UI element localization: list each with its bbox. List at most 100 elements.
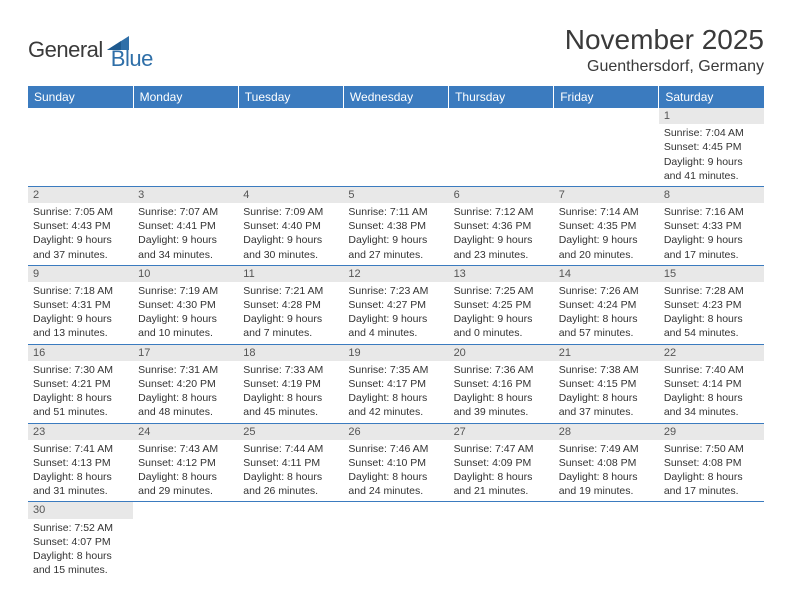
day-number: 10 <box>133 266 238 282</box>
weekday-header: Wednesday <box>343 86 448 108</box>
logo-text-general: General <box>28 37 103 63</box>
calendar-page: General Blue November 2025 Guenthersdorf… <box>0 0 792 604</box>
day-details: Sunrise: 7:23 AMSunset: 4:27 PMDaylight:… <box>343 282 448 344</box>
calendar-day-cell: 29Sunrise: 7:50 AMSunset: 4:08 PMDayligh… <box>659 423 764 502</box>
day-number: 8 <box>659 187 764 203</box>
day-number: 28 <box>554 424 659 440</box>
day-details: Sunrise: 7:09 AMSunset: 4:40 PMDaylight:… <box>238 203 343 265</box>
calendar-day-cell: 26Sunrise: 7:46 AMSunset: 4:10 PMDayligh… <box>343 423 448 502</box>
calendar-day-cell: 1Sunrise: 7:04 AMSunset: 4:45 PMDaylight… <box>659 108 764 186</box>
calendar-day-cell: 7Sunrise: 7:14 AMSunset: 4:35 PMDaylight… <box>554 186 659 265</box>
calendar-empty-cell <box>133 502 238 580</box>
weekday-header: Tuesday <box>238 86 343 108</box>
calendar-day-cell: 24Sunrise: 7:43 AMSunset: 4:12 PMDayligh… <box>133 423 238 502</box>
day-number: 16 <box>28 345 133 361</box>
calendar-table: SundayMondayTuesdayWednesdayThursdayFrid… <box>28 86 764 580</box>
day-details: Sunrise: 7:11 AMSunset: 4:38 PMDaylight:… <box>343 203 448 265</box>
logo-text-blue: Blue <box>111 46 153 72</box>
weekday-header: Saturday <box>659 86 764 108</box>
day-number: 5 <box>343 187 448 203</box>
day-details: Sunrise: 7:40 AMSunset: 4:14 PMDaylight:… <box>659 361 764 423</box>
day-details: Sunrise: 7:12 AMSunset: 4:36 PMDaylight:… <box>449 203 554 265</box>
day-details: Sunrise: 7:36 AMSunset: 4:16 PMDaylight:… <box>449 361 554 423</box>
calendar-empty-cell <box>343 108 448 186</box>
day-number: 13 <box>449 266 554 282</box>
day-details: Sunrise: 7:46 AMSunset: 4:10 PMDaylight:… <box>343 440 448 502</box>
calendar-empty-cell <box>133 108 238 186</box>
calendar-week-row: 2Sunrise: 7:05 AMSunset: 4:43 PMDaylight… <box>28 186 764 265</box>
calendar-day-cell: 4Sunrise: 7:09 AMSunset: 4:40 PMDaylight… <box>238 186 343 265</box>
calendar-week-row: 9Sunrise: 7:18 AMSunset: 4:31 PMDaylight… <box>28 265 764 344</box>
day-details: Sunrise: 7:30 AMSunset: 4:21 PMDaylight:… <box>28 361 133 423</box>
day-number: 23 <box>28 424 133 440</box>
day-details: Sunrise: 7:25 AMSunset: 4:25 PMDaylight:… <box>449 282 554 344</box>
calendar-day-cell: 15Sunrise: 7:28 AMSunset: 4:23 PMDayligh… <box>659 265 764 344</box>
calendar-day-cell: 25Sunrise: 7:44 AMSunset: 4:11 PMDayligh… <box>238 423 343 502</box>
day-number: 25 <box>238 424 343 440</box>
calendar-day-cell: 14Sunrise: 7:26 AMSunset: 4:24 PMDayligh… <box>554 265 659 344</box>
calendar-empty-cell <box>659 502 764 580</box>
title-block: November 2025 Guenthersdorf, Germany <box>565 24 764 76</box>
weekday-header: Friday <box>554 86 659 108</box>
day-details: Sunrise: 7:31 AMSunset: 4:20 PMDaylight:… <box>133 361 238 423</box>
calendar-week-row: 30Sunrise: 7:52 AMSunset: 4:07 PMDayligh… <box>28 502 764 580</box>
weekday-header-row: SundayMondayTuesdayWednesdayThursdayFrid… <box>28 86 764 108</box>
calendar-day-cell: 9Sunrise: 7:18 AMSunset: 4:31 PMDaylight… <box>28 265 133 344</box>
day-details: Sunrise: 7:33 AMSunset: 4:19 PMDaylight:… <box>238 361 343 423</box>
calendar-empty-cell <box>449 108 554 186</box>
calendar-day-cell: 11Sunrise: 7:21 AMSunset: 4:28 PMDayligh… <box>238 265 343 344</box>
month-title: November 2025 <box>565 24 764 56</box>
day-number: 4 <box>238 187 343 203</box>
calendar-week-row: 23Sunrise: 7:41 AMSunset: 4:13 PMDayligh… <box>28 423 764 502</box>
day-number: 11 <box>238 266 343 282</box>
day-details: Sunrise: 7:49 AMSunset: 4:08 PMDaylight:… <box>554 440 659 502</box>
day-details: Sunrise: 7:21 AMSunset: 4:28 PMDaylight:… <box>238 282 343 344</box>
calendar-day-cell: 5Sunrise: 7:11 AMSunset: 4:38 PMDaylight… <box>343 186 448 265</box>
day-details: Sunrise: 7:50 AMSunset: 4:08 PMDaylight:… <box>659 440 764 502</box>
day-number: 7 <box>554 187 659 203</box>
day-number: 12 <box>343 266 448 282</box>
day-details: Sunrise: 7:41 AMSunset: 4:13 PMDaylight:… <box>28 440 133 502</box>
day-number: 22 <box>659 345 764 361</box>
day-details: Sunrise: 7:28 AMSunset: 4:23 PMDaylight:… <box>659 282 764 344</box>
day-details: Sunrise: 7:47 AMSunset: 4:09 PMDaylight:… <box>449 440 554 502</box>
day-number: 19 <box>343 345 448 361</box>
day-details: Sunrise: 7:16 AMSunset: 4:33 PMDaylight:… <box>659 203 764 265</box>
location: Guenthersdorf, Germany <box>565 58 764 76</box>
calendar-week-row: 1Sunrise: 7:04 AMSunset: 4:45 PMDaylight… <box>28 108 764 186</box>
calendar-day-cell: 23Sunrise: 7:41 AMSunset: 4:13 PMDayligh… <box>28 423 133 502</box>
weekday-header: Sunday <box>28 86 133 108</box>
day-number: 2 <box>28 187 133 203</box>
day-details: Sunrise: 7:14 AMSunset: 4:35 PMDaylight:… <box>554 203 659 265</box>
calendar-day-cell: 21Sunrise: 7:38 AMSunset: 4:15 PMDayligh… <box>554 344 659 423</box>
day-number: 26 <box>343 424 448 440</box>
day-number: 6 <box>449 187 554 203</box>
day-details: Sunrise: 7:38 AMSunset: 4:15 PMDaylight:… <box>554 361 659 423</box>
calendar-day-cell: 17Sunrise: 7:31 AMSunset: 4:20 PMDayligh… <box>133 344 238 423</box>
day-details: Sunrise: 7:18 AMSunset: 4:31 PMDaylight:… <box>28 282 133 344</box>
day-number: 27 <box>449 424 554 440</box>
calendar-empty-cell <box>554 108 659 186</box>
calendar-day-cell: 28Sunrise: 7:49 AMSunset: 4:08 PMDayligh… <box>554 423 659 502</box>
day-details: Sunrise: 7:26 AMSunset: 4:24 PMDaylight:… <box>554 282 659 344</box>
weekday-header: Monday <box>133 86 238 108</box>
weekday-header: Thursday <box>449 86 554 108</box>
calendar-day-cell: 10Sunrise: 7:19 AMSunset: 4:30 PMDayligh… <box>133 265 238 344</box>
calendar-day-cell: 18Sunrise: 7:33 AMSunset: 4:19 PMDayligh… <box>238 344 343 423</box>
day-number: 29 <box>659 424 764 440</box>
calendar-day-cell: 2Sunrise: 7:05 AMSunset: 4:43 PMDaylight… <box>28 186 133 265</box>
calendar-day-cell: 27Sunrise: 7:47 AMSunset: 4:09 PMDayligh… <box>449 423 554 502</box>
calendar-day-cell: 3Sunrise: 7:07 AMSunset: 4:41 PMDaylight… <box>133 186 238 265</box>
calendar-day-cell: 6Sunrise: 7:12 AMSunset: 4:36 PMDaylight… <box>449 186 554 265</box>
calendar-empty-cell <box>238 108 343 186</box>
day-number: 3 <box>133 187 238 203</box>
day-number: 24 <box>133 424 238 440</box>
calendar-empty-cell <box>28 108 133 186</box>
calendar-day-cell: 12Sunrise: 7:23 AMSunset: 4:27 PMDayligh… <box>343 265 448 344</box>
day-details: Sunrise: 7:43 AMSunset: 4:12 PMDaylight:… <box>133 440 238 502</box>
calendar-day-cell: 16Sunrise: 7:30 AMSunset: 4:21 PMDayligh… <box>28 344 133 423</box>
day-details: Sunrise: 7:52 AMSunset: 4:07 PMDaylight:… <box>28 519 133 581</box>
calendar-day-cell: 30Sunrise: 7:52 AMSunset: 4:07 PMDayligh… <box>28 502 133 580</box>
header: General Blue November 2025 Guenthersdorf… <box>28 24 764 76</box>
calendar-day-cell: 19Sunrise: 7:35 AMSunset: 4:17 PMDayligh… <box>343 344 448 423</box>
